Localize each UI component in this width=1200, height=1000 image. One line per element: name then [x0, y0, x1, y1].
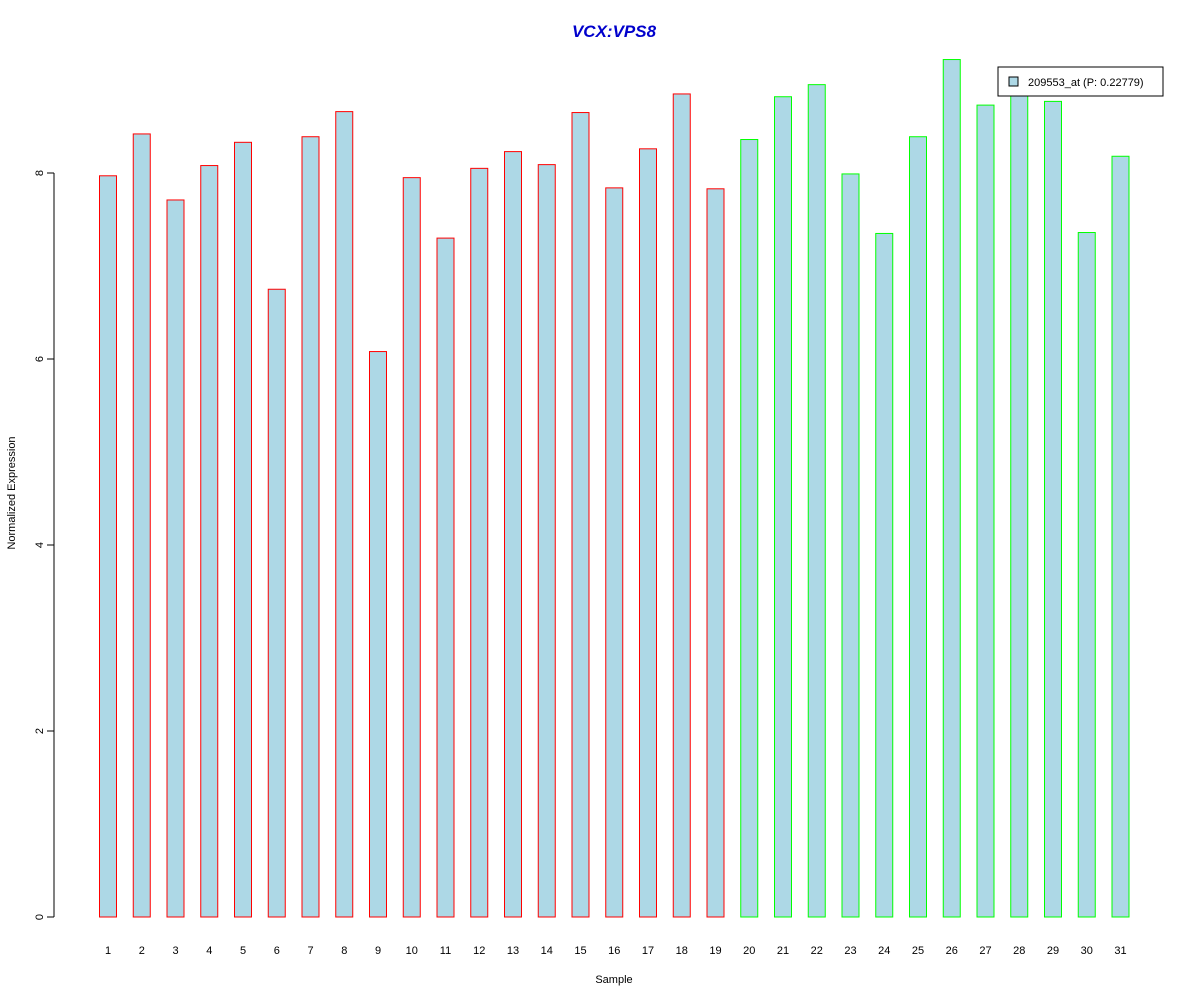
- x-axis-label: Sample: [595, 974, 632, 986]
- x-tick-label: 14: [541, 945, 553, 957]
- x-tick-label: 13: [507, 945, 519, 957]
- x-tick-label: 31: [1114, 945, 1126, 957]
- x-tick-label: 2: [139, 945, 145, 957]
- bar-sample-26: [942, 59, 961, 918]
- x-tick-label: 25: [912, 945, 924, 957]
- bar-sample-4: [200, 165, 219, 918]
- bar-sample-14: [537, 164, 556, 918]
- y-axis: 0 2 4 6 8: [34, 170, 55, 920]
- x-tick-label: 27: [979, 945, 991, 957]
- x-tick-label: 17: [642, 945, 654, 957]
- x-tick-label: 6: [274, 945, 280, 957]
- x-tick-label: 22: [811, 945, 823, 957]
- y-tick-label: 0: [34, 914, 46, 920]
- bar-sample-29: [1044, 100, 1062, 918]
- x-tick-label: 18: [676, 945, 688, 957]
- bar-sample-10: [402, 177, 421, 918]
- bar-sample-15: [571, 112, 590, 918]
- bar-sample-16: [605, 187, 624, 918]
- legend: 209553_at (P: 0.22779): [997, 66, 1164, 97]
- bar-sample-31: [1111, 155, 1130, 918]
- bar-sample-21: [774, 96, 792, 918]
- legend-box: [997, 66, 1164, 97]
- chart-title: VCX:VPS8: [572, 22, 657, 41]
- bar-sample-24: [875, 232, 894, 918]
- x-tick-label: 12: [473, 945, 485, 957]
- y-tick-label: 8: [34, 170, 46, 176]
- x-tick-label: 1: [105, 945, 111, 957]
- x-tick-label: 16: [608, 945, 620, 957]
- x-tick-label: 29: [1047, 945, 1059, 957]
- x-tick-label: 24: [878, 945, 890, 957]
- x-tick-label: 28: [1013, 945, 1025, 957]
- x-tick-label: 11: [440, 945, 451, 957]
- y-tick-label: 6: [34, 356, 46, 362]
- bar-sample-1: [99, 175, 117, 918]
- bar-sample-5: [234, 141, 252, 918]
- x-tick-label: 30: [1081, 945, 1093, 957]
- bar-sample-28: [1010, 87, 1029, 918]
- x-tick-label: 5: [240, 945, 246, 957]
- legend-label: 209553_at (P: 0.22779): [1028, 77, 1144, 89]
- bar-sample-8: [335, 111, 354, 918]
- x-tick-label: 9: [375, 945, 381, 957]
- bar-sample-17: [639, 148, 657, 918]
- legend-swatch: [1008, 76, 1019, 87]
- bar-sample-25: [909, 136, 927, 918]
- bar-sample-20: [740, 139, 759, 918]
- y-tick-label: 4: [34, 542, 46, 548]
- x-tick-label: 19: [709, 945, 721, 957]
- x-tick-label: 15: [574, 945, 586, 957]
- bar-sample-7: [301, 136, 320, 918]
- bar-sample-6: [267, 288, 286, 918]
- x-tick-label: 26: [946, 945, 958, 957]
- x-tick-label: 8: [341, 945, 347, 957]
- bar-sample-22: [807, 84, 826, 918]
- bar-sample-12: [470, 167, 489, 918]
- bar-sample-13: [504, 151, 522, 918]
- bar-sample-18: [672, 93, 691, 918]
- bar-sample-2: [132, 133, 151, 918]
- x-tick-label: 7: [307, 945, 313, 957]
- y-axis-label: Normalized Expression: [6, 436, 18, 549]
- x-tick-label: 10: [406, 945, 418, 957]
- bar-sample-11: [436, 237, 455, 918]
- bar-sample-23: [841, 173, 860, 918]
- x-tick-label: 21: [777, 945, 789, 957]
- bars-group: [99, 59, 1130, 918]
- bar-sample-27: [976, 104, 995, 918]
- y-tick-label: 2: [34, 728, 46, 734]
- x-tick-label: 23: [844, 945, 856, 957]
- bar-sample-19: [706, 188, 725, 918]
- bar-sample-9: [369, 351, 387, 918]
- x-tick-label: 20: [743, 945, 755, 957]
- x-tick-label: 3: [172, 945, 178, 957]
- x-tick-labels: 1 2 3 4 5 6 7 8 9 10 11 12 13 14 15 16 17 18 19 20 21 22 23 24 2…: [105, 945, 1127, 957]
- bar-sample-30: [1077, 232, 1096, 918]
- bar-sample-3: [166, 199, 185, 918]
- x-tick-label: 4: [206, 945, 212, 957]
